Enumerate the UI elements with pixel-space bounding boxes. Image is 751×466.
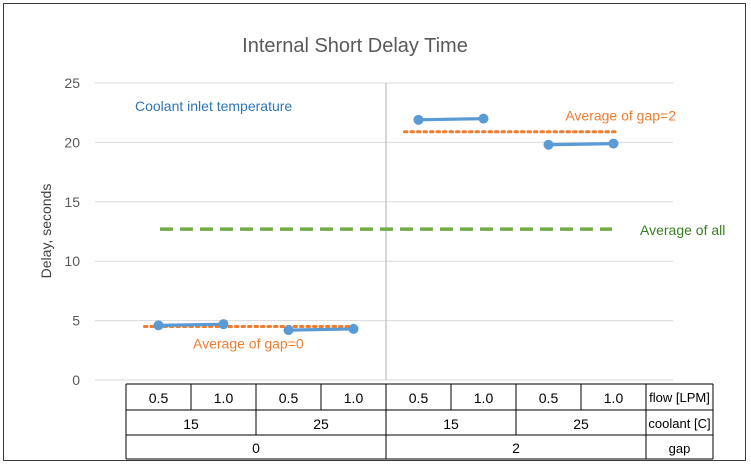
y-tick-labels: 0 5 10 15 20 25	[64, 75, 80, 388]
flow-cell-6: 0.5	[539, 390, 559, 406]
chart-title: Internal Short Delay Time	[242, 35, 468, 57]
row-label-2: gap	[669, 441, 691, 456]
y-axis-label: Delay, seconds	[38, 184, 54, 279]
data-point-1-1	[348, 323, 359, 334]
gap-cell-0: 0	[252, 440, 260, 456]
coolant-cell-3: 25	[573, 416, 589, 432]
series-segment-3	[546, 141, 616, 147]
data-point-3-0	[543, 139, 554, 150]
row-label-0: flow [LPM]	[649, 390, 710, 405]
flow-cell-3: 1.0	[344, 390, 364, 406]
flow-cell-5: 1.0	[474, 390, 494, 406]
y-tick-15: 15	[64, 194, 80, 210]
y-tick-5: 5	[72, 313, 80, 329]
data-point-0-0	[153, 320, 164, 331]
category-table: 0.5 1.0 0.5 1.0 0.5 1.0 0.5 1.0 15 25 15 25 0 2 flow […	[125, 383, 714, 460]
y-tick-10: 10	[64, 253, 80, 269]
data-point-2-1	[478, 113, 489, 124]
coolant-cell-2: 15	[443, 416, 459, 432]
delay-series	[153, 113, 619, 336]
data-point-3-1	[608, 138, 619, 149]
flow-cell-2: 0.5	[279, 390, 299, 406]
y-tick-0: 0	[72, 372, 80, 388]
coolant-cell-0: 15	[183, 416, 199, 432]
y-tick-20: 20	[64, 134, 80, 150]
series-segment-0	[156, 322, 226, 327]
average-label-2: Average of all	[640, 222, 725, 238]
chart-frame	[3, 3, 746, 461]
gap-cell-1: 2	[512, 440, 520, 456]
flow-cell-1: 1.0	[214, 390, 234, 406]
average-label-1: Average of gap=2	[565, 108, 676, 124]
series-segment-2	[416, 117, 486, 122]
flow-cell-4: 0.5	[409, 390, 429, 406]
flow-cell-0: 0.5	[149, 390, 169, 406]
data-point-0-1	[218, 319, 229, 330]
data-point-2-0	[413, 114, 424, 125]
series-segment-1	[286, 327, 356, 332]
coolant-cell-1: 25	[313, 416, 329, 432]
average-lines: Average of gap=0 Average of gap=2 Average …	[143, 108, 725, 352]
coolant-annotation: Coolant inlet temperature	[135, 98, 292, 114]
average-label-0: Average of gap=0	[193, 336, 304, 352]
row-label-1: coolant [C]	[648, 416, 710, 431]
gridlines	[95, 82, 673, 381]
flow-cell-7: 1.0	[604, 390, 624, 406]
y-tick-25: 25	[64, 75, 80, 91]
data-point-1-0	[283, 325, 294, 336]
